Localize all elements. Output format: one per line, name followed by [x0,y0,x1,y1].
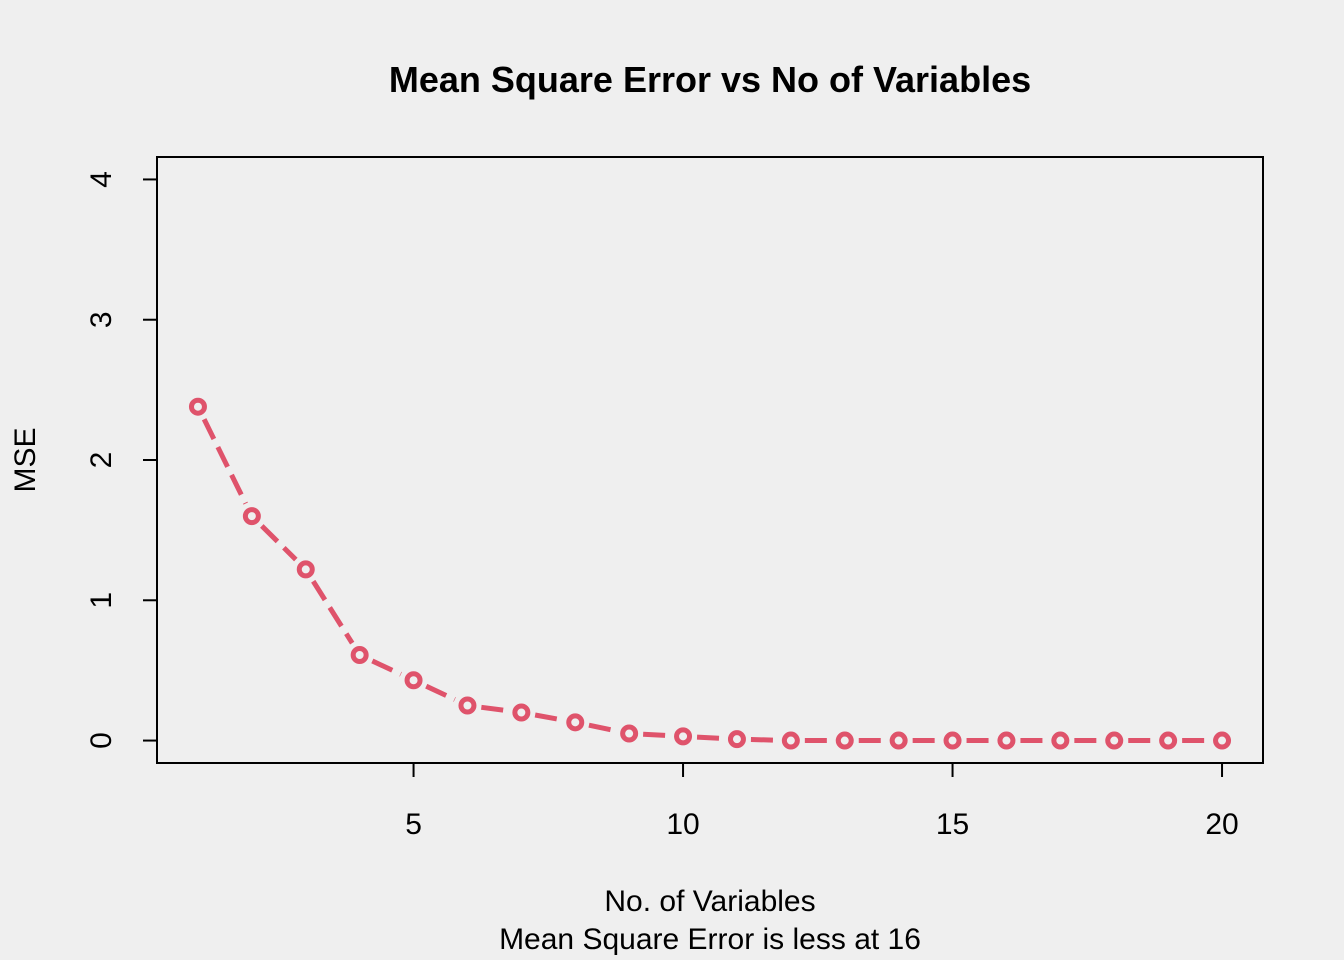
series-segment [481,704,508,714]
data-point [242,507,261,526]
data-point [296,560,315,579]
data-point [781,731,800,750]
series-segment [371,658,402,677]
data-point [566,713,585,732]
data-point [997,731,1016,750]
series-segment [311,579,355,645]
series-segment [201,418,248,505]
data-point [943,731,962,750]
y-axis: 0 1 2 3 4 [85,171,158,749]
x-tick-label: 20 [1205,808,1238,841]
chart-title: Mean Square Error vs No of Variables [389,59,1031,100]
data-point [620,724,639,743]
y-tick-label: 0 [85,732,118,749]
series-segment [750,737,777,743]
y-tick-label: 1 [85,592,118,609]
data-point [674,727,693,746]
data-point [350,645,369,664]
data-point [835,731,854,750]
y-tick-label: 3 [85,311,118,328]
data-point [889,731,908,750]
x-tick-label: 5 [405,808,422,841]
x-tick-label: 10 [666,808,699,841]
x-axis: 5 10 15 20 [405,762,1239,841]
series-segment [425,683,456,702]
chart-subtitle: Mean Square Error is less at 16 [499,923,921,956]
series-segment [260,524,298,562]
data-point [1159,731,1178,750]
series-segment [696,734,724,741]
data-point [188,397,207,416]
x-axis-title: No. of Variables [604,885,815,918]
series-segment [643,731,670,739]
data-point [512,703,531,722]
data-point [1105,731,1124,750]
data-point [404,671,423,690]
data-point [1213,731,1232,750]
series-layer [188,397,1232,750]
series-segment [534,712,562,723]
series-segment [588,722,616,734]
data-point [1051,731,1070,750]
y-axis-title: MSE [9,427,42,492]
x-tick-label: 15 [936,808,969,841]
data-point [458,696,477,715]
data-point [727,730,746,749]
y-tick-label: 2 [85,452,118,469]
y-tick-label: 4 [85,171,118,188]
plot-frame [156,156,1264,764]
